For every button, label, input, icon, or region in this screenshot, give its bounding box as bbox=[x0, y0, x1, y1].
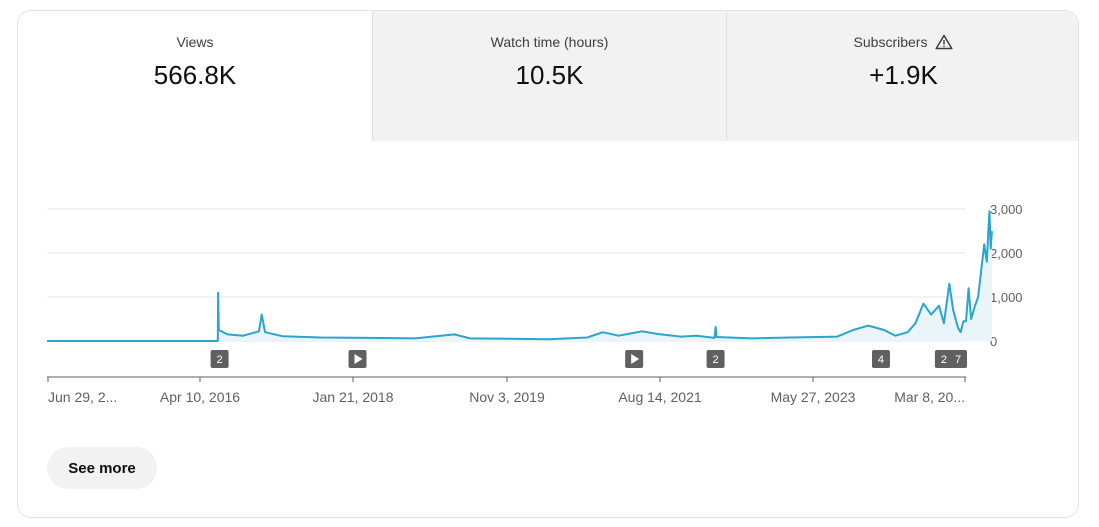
y-tick-label: 2,000 bbox=[990, 246, 1023, 261]
publish-count-marker[interactable] bbox=[934, 350, 953, 368]
play-icon bbox=[354, 354, 363, 364]
marker-count-label: 2 bbox=[217, 354, 223, 366]
x-tick-label: May 27, 2023 bbox=[771, 389, 856, 405]
x-tick-label: Jan 21, 2018 bbox=[313, 389, 394, 405]
series-line[interactable] bbox=[47, 210, 993, 342]
x-tick-label: Nov 3, 2019 bbox=[469, 389, 545, 405]
marker-count-label: 2 bbox=[941, 354, 947, 366]
tab-watch-time[interactable]: Watch time (hours) 10.5K bbox=[372, 11, 726, 141]
warning-icon[interactable] bbox=[935, 34, 954, 50]
publish-count-marker[interactable] bbox=[871, 350, 890, 368]
x-tick-label: Jun 29, 2... bbox=[48, 389, 117, 405]
tab-subscribers[interactable]: Subscribers +1.9K bbox=[726, 11, 1078, 141]
publish-count-marker[interactable] bbox=[210, 350, 229, 368]
marker-count-label: 7 bbox=[955, 354, 961, 366]
y-tick-label: 0 bbox=[990, 334, 997, 349]
marker-count-label: 4 bbox=[878, 354, 884, 366]
see-more-button[interactable]: See more bbox=[47, 447, 157, 489]
tab-views-value: 566.8K bbox=[153, 60, 237, 90]
x-tick-label: Aug 14, 2021 bbox=[618, 389, 702, 405]
analytics-card: Views 566.8K Watch time (hours) 10.5K Su… bbox=[17, 10, 1079, 518]
metric-tabs: Views 566.8K Watch time (hours) 10.5K Su… bbox=[18, 11, 1078, 141]
y-tick-label: 3,000 bbox=[990, 202, 1023, 217]
x-tick-label: Apr 10, 2016 bbox=[160, 389, 240, 405]
marker-count-label: 2 bbox=[713, 354, 719, 366]
y-tick-label: 1,000 bbox=[990, 290, 1023, 305]
tab-views[interactable]: Views 566.8K bbox=[18, 11, 372, 141]
tab-watch-time-label: Watch time (hours) bbox=[490, 34, 609, 50]
publish-count-marker[interactable] bbox=[949, 350, 967, 368]
tab-views-label: Views bbox=[176, 34, 214, 50]
x-tick-label: Mar 8, 20... bbox=[894, 389, 965, 405]
tab-subscribers-label: Subscribers bbox=[853, 34, 928, 50]
tab-watch-time-value: 10.5K bbox=[515, 60, 584, 90]
publish-count-marker[interactable] bbox=[706, 350, 725, 368]
tab-subscribers-value: +1.9K bbox=[869, 60, 938, 90]
series-area bbox=[47, 211, 992, 341]
play-icon bbox=[631, 354, 640, 364]
